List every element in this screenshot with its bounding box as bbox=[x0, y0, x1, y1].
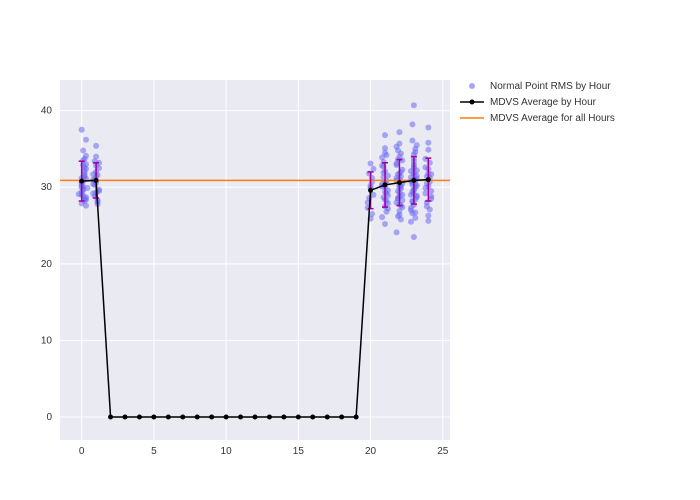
legend-swatch bbox=[460, 112, 484, 124]
legend: Normal Point RMS by Hour MDVS Average by … bbox=[460, 78, 615, 126]
legend-label: Normal Point RMS by Hour bbox=[490, 81, 611, 92]
y-tick-label: 0 bbox=[46, 412, 52, 423]
legend-swatch bbox=[460, 80, 484, 92]
x-tick-label: 15 bbox=[293, 446, 305, 457]
legend-item: MDVS Average by Hour bbox=[460, 94, 615, 110]
legend-item: Normal Point RMS by Hour bbox=[460, 78, 615, 94]
x-tick-label: 5 bbox=[151, 446, 157, 457]
chart-container: 0 5 10 15 20 25 0 10 20 30 40 Normal Point RMS by … bbox=[0, 0, 700, 500]
legend-label: MDVS Average by Hour bbox=[490, 97, 596, 108]
y-tick-label: 30 bbox=[41, 182, 53, 193]
plot-background bbox=[60, 80, 450, 440]
y-tick-label: 20 bbox=[41, 259, 53, 270]
legend-label: MDVS Average for all Hours bbox=[490, 113, 615, 124]
x-tick-label: 10 bbox=[221, 446, 233, 457]
x-tick-label: 0 bbox=[79, 446, 85, 457]
x-tick-label: 20 bbox=[365, 446, 377, 457]
x-tick-label: 25 bbox=[437, 446, 449, 457]
chart-svg: 0 5 10 15 20 25 0 10 20 30 40 bbox=[0, 0, 700, 500]
y-tick-label: 10 bbox=[41, 335, 53, 346]
legend-item: MDVS Average for all Hours bbox=[460, 110, 615, 126]
y-tick-label: 40 bbox=[41, 106, 53, 117]
legend-swatch bbox=[460, 96, 484, 108]
